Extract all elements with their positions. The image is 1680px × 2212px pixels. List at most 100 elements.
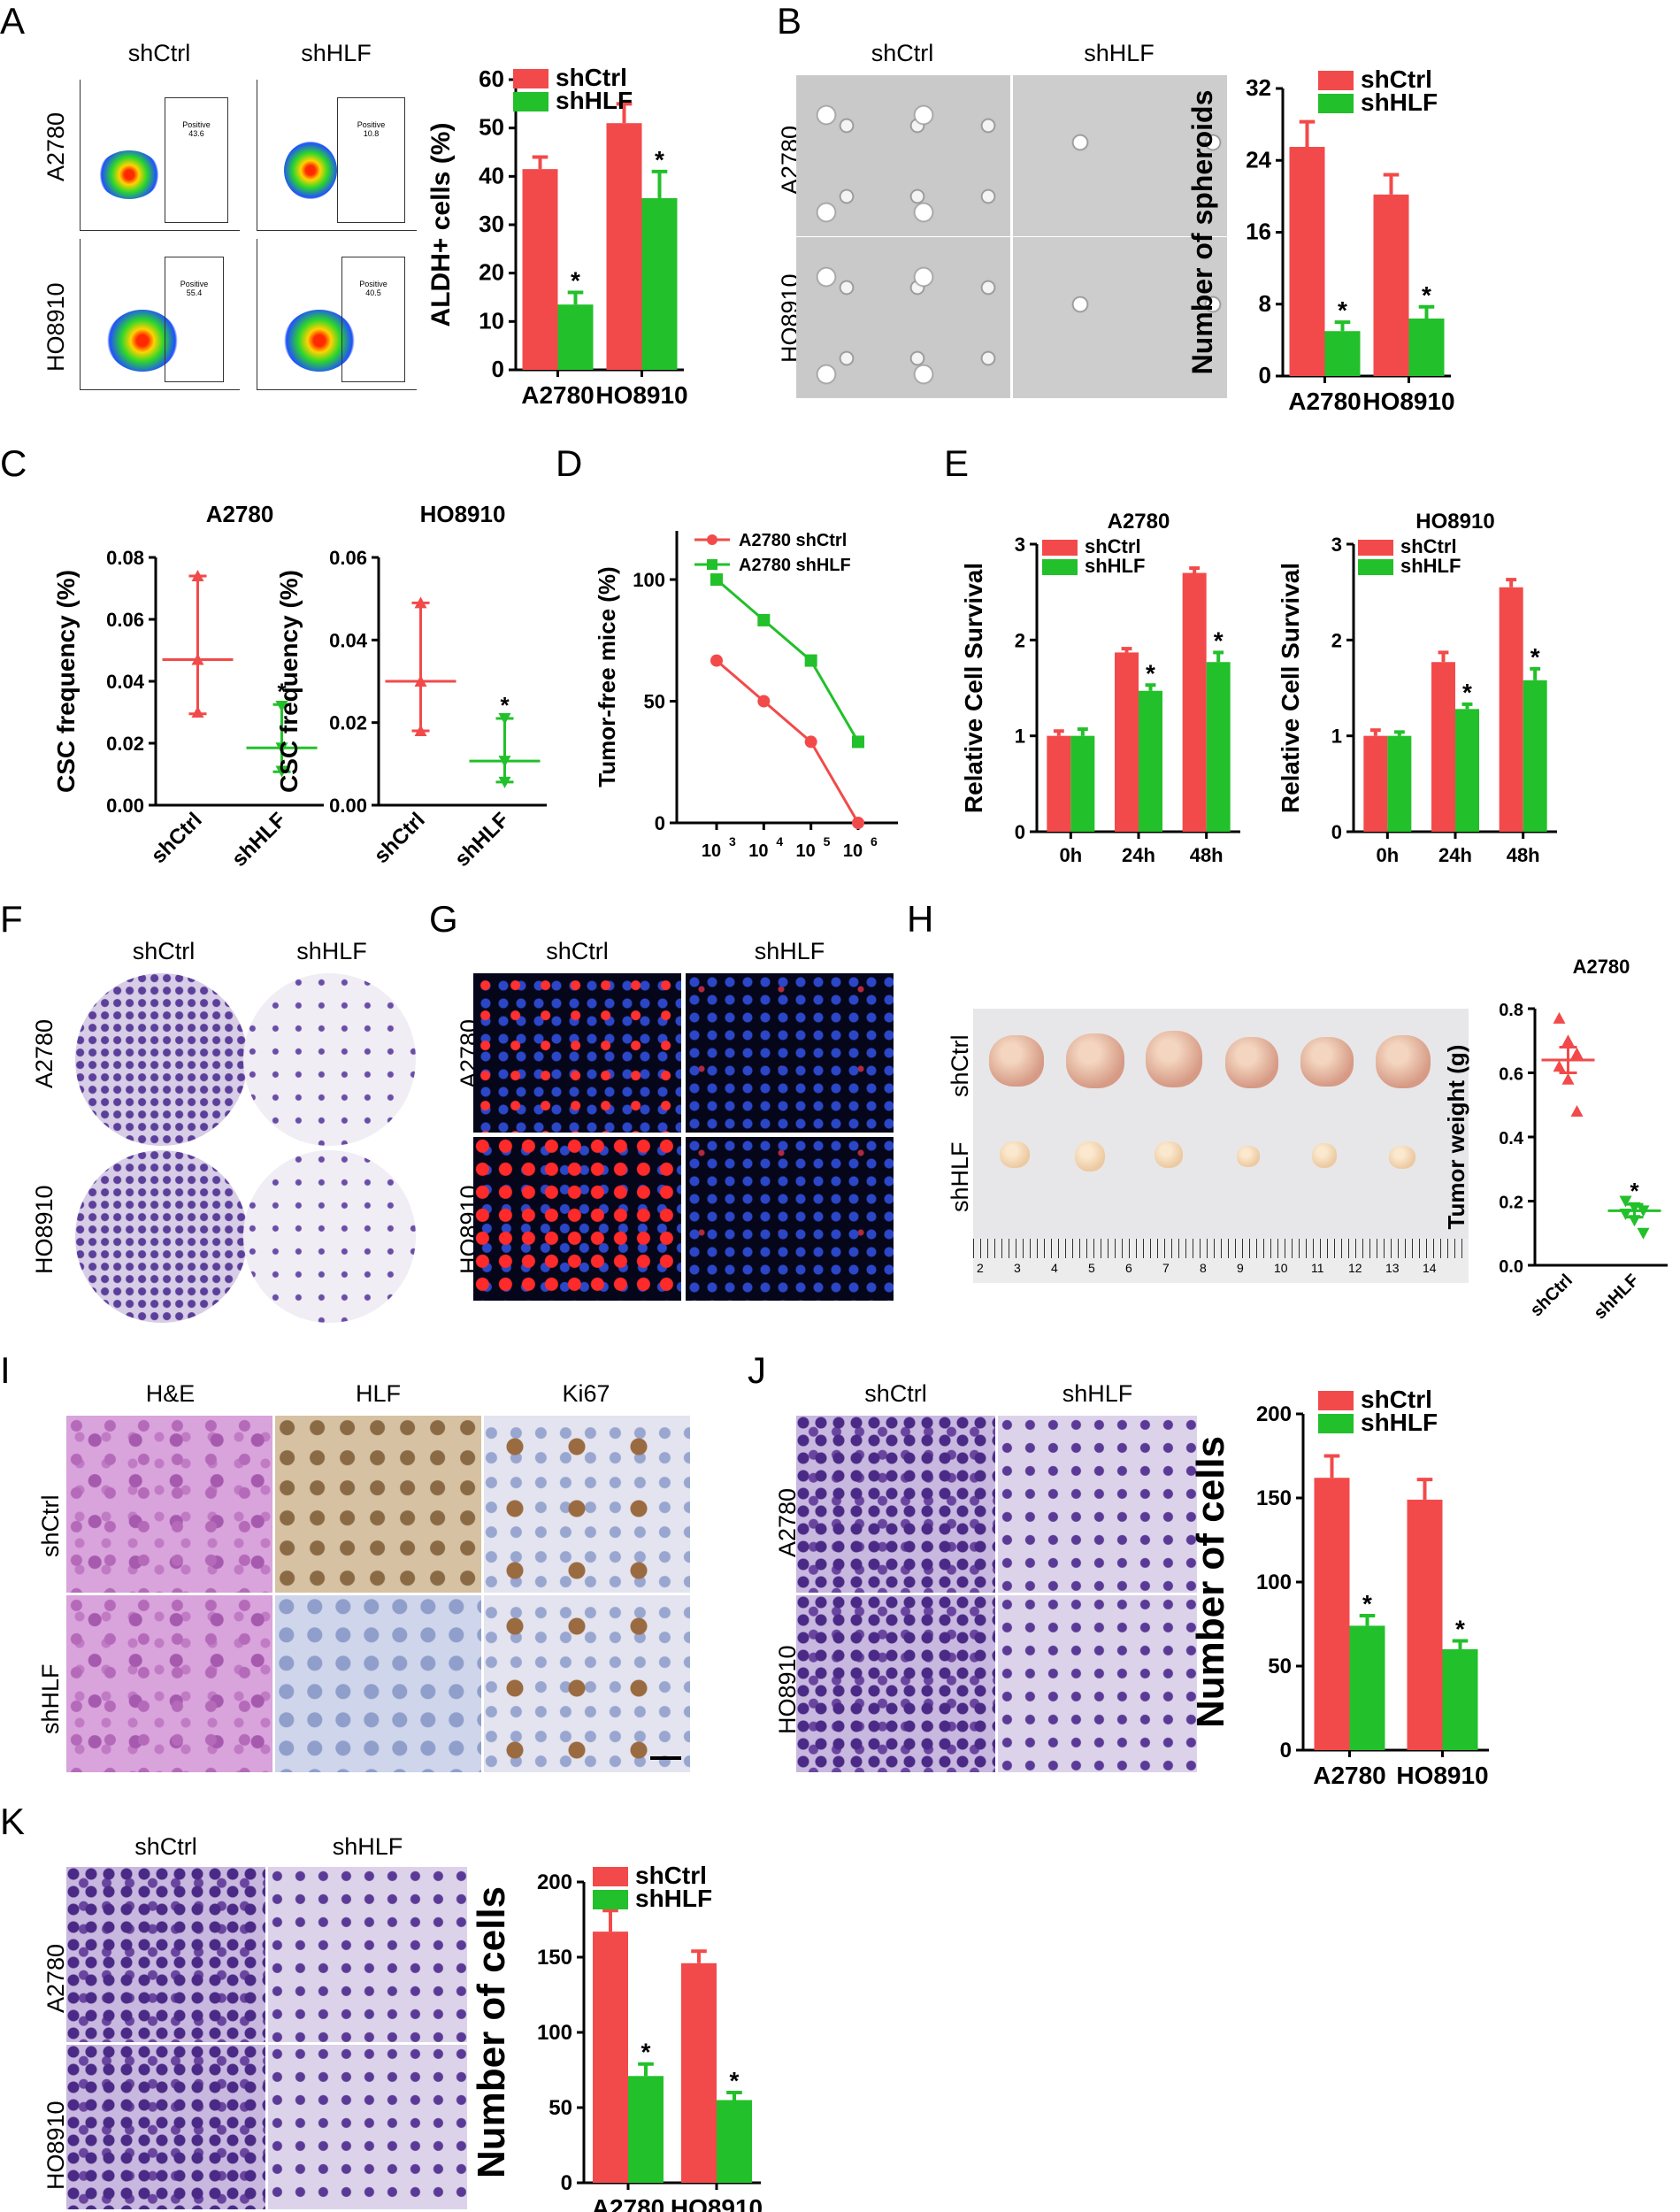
data-point: [1619, 1209, 1632, 1220]
bar-shCtrl-A2780: [593, 1932, 628, 2183]
tumor-kd: [1237, 1146, 1260, 1167]
significance-star: *: [1462, 679, 1472, 706]
y-tick-label: 50: [1268, 1655, 1292, 1678]
tumor-ctrl: [1066, 1033, 1124, 1088]
bar-shHLF-HO8910: [641, 197, 678, 370]
data-point: [191, 570, 204, 581]
legend-label: shHLF: [1361, 88, 1438, 116]
legend-swatch-shHLF: [1358, 559, 1393, 575]
tumor-kd: [1000, 1141, 1030, 1168]
bar-shHLF-A2780: [557, 304, 594, 370]
data-point: [1628, 1215, 1641, 1227]
fluorescence-image-ho8910-ctrl: [473, 1137, 681, 1301]
data-point: [1570, 1047, 1584, 1059]
x-tick-label: shHLF: [227, 808, 291, 872]
ruler-tick-label: 4: [1051, 1261, 1058, 1275]
flow-density-cloud: [107, 310, 178, 372]
y-tick-label: 3: [1331, 534, 1342, 556]
flow-gate: Positive 55.4: [165, 257, 224, 382]
y-tick-label: 0.02: [329, 712, 367, 734]
y-tick-label: 0.08: [106, 547, 144, 569]
legend-label: A2780 shCtrl: [739, 531, 847, 550]
y-axis-label: Tumor weight (g): [1443, 1045, 1469, 1230]
y-tick-label: 0: [561, 2171, 572, 2195]
colony-dish-ho8910-kd: [243, 1150, 416, 1323]
y-tick-label: 0.04: [106, 671, 145, 693]
y-axis-label: Tumor-free mice (%): [594, 566, 620, 787]
colony-dish-a2780-kd: [243, 973, 416, 1146]
ruler-tick-label: 2: [977, 1261, 984, 1275]
y-tick-label: 16: [1246, 219, 1271, 245]
ihc-col-ki67: Ki67: [562, 1380, 610, 1407]
y-tick-label: 10: [479, 307, 504, 334]
x-tick-label: HO8910: [595, 381, 687, 409]
spheroid-image-a2780-kd: [1013, 75, 1227, 236]
flow-col-ctrl: shCtrl: [127, 40, 191, 66]
x-tick-label: A2780: [1313, 1762, 1386, 1789]
flow-gate-label: Positive: [182, 120, 211, 129]
y-tick-label: 20: [479, 259, 504, 286]
flow-gate-value: 55.4: [186, 288, 203, 297]
chart-title: HO8910: [1415, 510, 1494, 534]
data-point: [414, 596, 427, 609]
bar-shHLF-HO8910: [1442, 1649, 1478, 1750]
y-tick-label: 8: [1259, 290, 1271, 317]
y-tick-label: 0: [492, 356, 504, 382]
chart-title: A2780: [206, 501, 274, 527]
flow-density-cloud: [284, 142, 337, 199]
y-tick-label: 100: [633, 569, 665, 591]
panel-letter-c: C: [0, 442, 27, 484]
significance-star: *: [1630, 1178, 1639, 1204]
legend-label: shHLF: [556, 87, 633, 114]
flow-density-cloud: [98, 150, 160, 199]
ihc-col-he: H&E: [145, 1380, 196, 1407]
chart-D: 0 50 100 Tumor-free mice (%) 10 3 10 4 10 5 10 6 A27…: [594, 531, 898, 861]
data-point: [1553, 1060, 1566, 1072]
ruler-tick-label: 7: [1162, 1261, 1170, 1275]
tumor-kd: [1075, 1141, 1105, 1171]
y-tick-label: 0.00: [329, 795, 367, 817]
data-point: [1628, 1202, 1641, 1214]
y-tick-label: 0.8: [1499, 1001, 1523, 1020]
y-tick-label: 32: [1246, 74, 1271, 101]
scale-bar: [650, 1756, 681, 1760]
data-point: [1561, 1034, 1575, 1047]
data-point: [757, 695, 771, 708]
bar-shHLF-0h: [1070, 735, 1095, 832]
x-tick-label: 10: [702, 841, 721, 861]
chart-A: 0 10 20 30 40 50 60 ALDH+ cells (%) * A2780 * HO891…: [426, 64, 688, 409]
data-point: [414, 725, 427, 736]
legend-label: shCtrl: [635, 1862, 707, 1889]
data-point: [498, 776, 511, 788]
flow-gate-value: 10.8: [363, 129, 380, 138]
ihc-ki67-ctrl: [484, 1416, 690, 1593]
flow-gate-value: 43.6: [188, 129, 204, 138]
data-point: [1637, 1227, 1650, 1240]
legend-swatch-shCtrl: [1042, 540, 1078, 556]
spheroid-image-a2780-ctrl: [796, 75, 1010, 236]
bar-shCtrl-HO8910: [1373, 194, 1409, 376]
bar-shHLF-A2780: [628, 2076, 664, 2183]
significance-star: *: [641, 2039, 651, 2066]
legend-swatch-shCtrl: [1318, 1391, 1354, 1410]
data-point: [191, 653, 204, 665]
x-tick-label: shCtrl: [147, 808, 207, 868]
panel-letter-k: K: [0, 1801, 26, 1842]
fluor-col-kd: shHLF: [754, 938, 825, 964]
tumor-photo: 2 3 4 5 6 7 8 9 10 11 12 13 14: [973, 1009, 1469, 1283]
panel-letter-h: H: [907, 898, 934, 940]
bar-shHLF-0h: [1387, 735, 1412, 832]
y-axis-label: ALDH+ cells (%): [426, 123, 456, 327]
data-point: [1637, 1205, 1650, 1217]
y-tick-label: 40: [479, 162, 504, 188]
flow-gate: Positive 43.6: [165, 97, 228, 223]
ruler-tick-label: 3: [1014, 1261, 1021, 1275]
significance-star: *: [655, 146, 664, 173]
migration-image-ho8910-ctrl: [66, 2045, 265, 2209]
data-point: [852, 735, 864, 749]
data-point: [1619, 1195, 1632, 1208]
legend-label: shHLF: [635, 1885, 712, 1912]
chart-C2: 0.00 0.02 0.04 0.06 CSC frequency (%) shCtrl *…: [275, 501, 547, 872]
y-axis-label: CSC frequency (%): [275, 570, 303, 793]
ruler-tick-label: 10: [1274, 1261, 1288, 1275]
